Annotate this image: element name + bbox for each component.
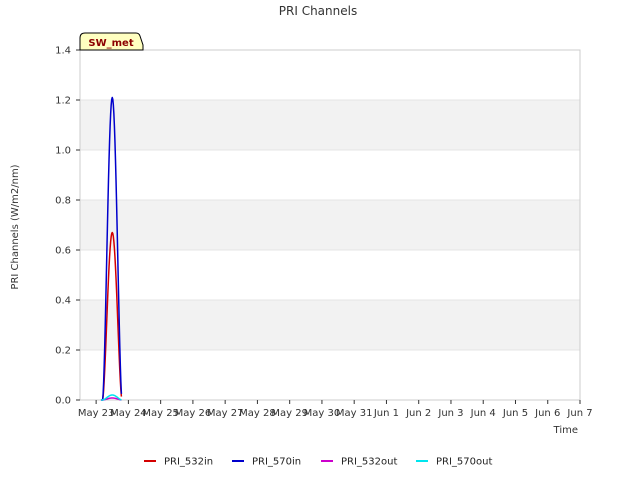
y-tick-label: 0.2: [55, 346, 71, 357]
y-tick-label: 1.4: [55, 46, 71, 57]
y-axis: 0.0 0.2 0.4 0.6 0.8 1.0 1.2 1.4: [55, 46, 80, 407]
x-tick-label: Jun 7: [566, 408, 592, 419]
x-axis-title: Time: [553, 425, 578, 436]
series-layer: [100, 96, 123, 401]
legend-label: PRI_570in: [252, 457, 301, 468]
y-axis-title: PRI Channels (W/m2/nm): [10, 164, 21, 289]
y-tick-label: 0.4: [55, 296, 71, 307]
x-tick-label: Jun 3: [437, 408, 463, 419]
badge-label: SW_met: [88, 38, 133, 49]
y-tick-label: 1.0: [55, 146, 71, 157]
x-tick-label: Jun 6: [534, 408, 560, 419]
x-tick-label: May 28: [239, 408, 276, 419]
chart-title: PRI Channels: [279, 4, 357, 18]
series-line-pri-570out: [100, 394, 122, 401]
y-tick-label: 0.0: [55, 396, 71, 407]
badge-box: [79, 32, 144, 51]
x-tick-label: May 26: [175, 408, 212, 419]
x-tick-label: May 27: [207, 408, 244, 419]
x-tick-label: May 24: [110, 408, 147, 419]
grid-band: [80, 100, 580, 150]
legend-label: PRI_532in: [164, 457, 213, 468]
grid-band: [80, 300, 580, 350]
plot-area-border: [79, 49, 581, 401]
x-tick-label: May 30: [304, 408, 341, 419]
legend-label: PRI_532out: [341, 457, 397, 468]
x-tick-label: Jun 2: [405, 408, 431, 419]
series-line-pri-532in: [100, 231, 123, 401]
x-tick-label: May 23: [78, 408, 115, 419]
y-tick-label: 1.2: [55, 96, 71, 107]
y-tick-label: 0.8: [55, 196, 71, 207]
legend-label: PRI_570out: [436, 457, 492, 468]
grid-band: [80, 200, 580, 250]
x-tick-label: May 25: [142, 408, 179, 419]
x-tick-label: Jun 4: [470, 408, 496, 419]
x-tick-label: May 31: [336, 408, 373, 419]
x-tick-label: Jun 5: [502, 408, 528, 419]
sw-met-badge: SW_met: [79, 32, 144, 51]
x-tick-label: Jun 1: [373, 408, 399, 419]
x-tick-label: May 29: [271, 408, 308, 419]
legend: PRI_532in PRI_570in PRI_532out PRI_570out: [144, 457, 492, 468]
series-line-pri-570in: [100, 96, 123, 401]
grid-bands: [80, 49, 580, 401]
y-tick-label: 0.6: [55, 246, 71, 257]
